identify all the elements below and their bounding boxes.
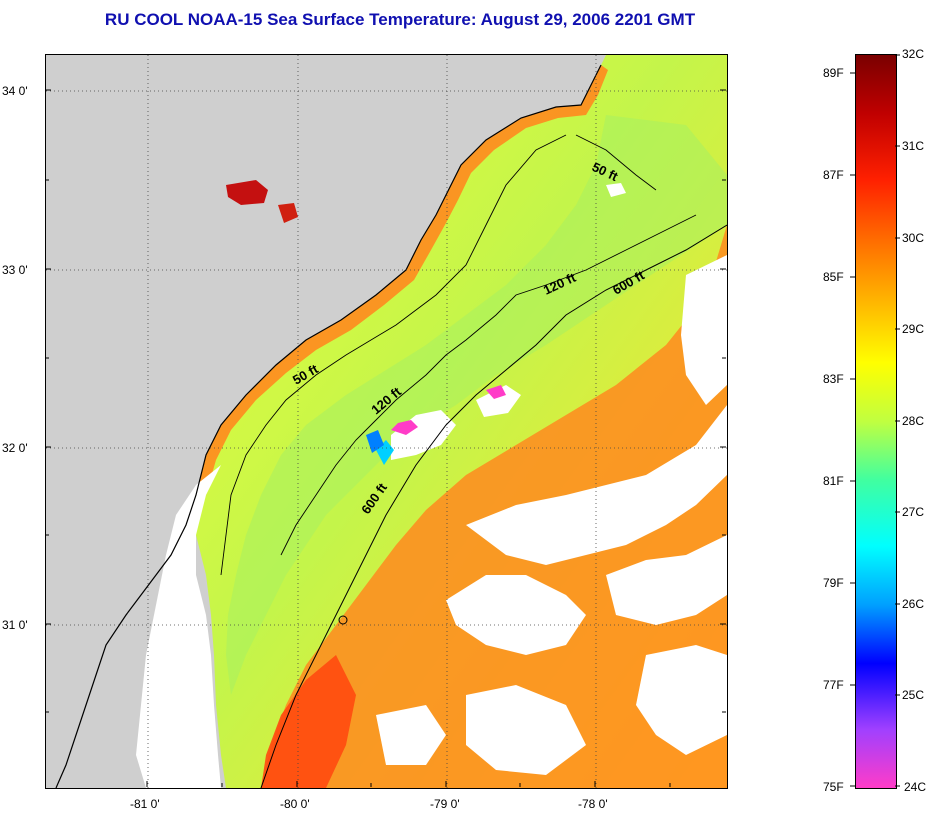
lon-label: -80 0' xyxy=(280,797,310,811)
contour-120ft xyxy=(280,214,697,556)
sst-map-canvas: 50 ft 50 ft 120 ft 120 ft 600 ft 600 ft xyxy=(46,55,727,788)
lon-label: -81 0' xyxy=(130,797,160,811)
gridlines xyxy=(46,55,727,788)
temperature-colorbar xyxy=(855,54,897,789)
colorbar-fahrenheit-label: 89F xyxy=(823,66,844,80)
colorbar-celsius-label: 30C xyxy=(902,231,925,245)
inland-hot-spot xyxy=(278,203,298,223)
lat-label: 34 0' xyxy=(2,84,28,98)
coastline xyxy=(55,64,602,788)
inland-hot-spot xyxy=(226,180,268,205)
gulf-stream-warm-water xyxy=(261,225,727,788)
colorbar-celsius-label: 29C xyxy=(902,322,925,336)
contour-50ft xyxy=(220,134,657,576)
lon-label: -78 0' xyxy=(578,797,608,811)
colorbar-fahrenheit-label: 75F xyxy=(823,780,844,794)
map-title: RU COOL NOAA-15 Sea Surface Temperature:… xyxy=(104,10,696,29)
lat-label: 33 0' xyxy=(2,263,28,277)
contour-600ft xyxy=(260,224,727,788)
lat-label: 32 0' xyxy=(2,441,28,455)
colorbar-celsius-label: 31C xyxy=(902,139,925,153)
gulf-stream-core xyxy=(261,655,356,788)
colorbar-celsius-label: 28C xyxy=(902,414,925,428)
coastal-warm-band xyxy=(196,65,608,495)
colorbar-fahrenheit-label: 85F xyxy=(823,270,844,284)
lon-label: -79 0' xyxy=(430,797,460,811)
lat-label: 31 0' xyxy=(2,618,28,632)
sst-map: 50 ft 50 ft 120 ft 120 ft 600 ft 600 ft xyxy=(45,54,728,789)
shelf-cool-water xyxy=(226,115,727,695)
station-marker xyxy=(338,615,348,625)
colorbar-celsius-label: 26C xyxy=(902,597,925,611)
cloud-cover xyxy=(136,183,727,788)
colorbar-celsius-label: 25C xyxy=(902,688,925,702)
colorbar-fahrenheit-label: 79F xyxy=(823,576,844,590)
colorbar-celsius-label: 24C xyxy=(904,780,927,794)
colorbar-celsius-label: 27C xyxy=(902,505,925,519)
colorbar-celsius-label: 32C xyxy=(902,47,925,61)
cold-water-patches xyxy=(366,385,506,465)
colorbar-fahrenheit-label: 83F xyxy=(823,372,844,386)
colorbar-fahrenheit-label: 77F xyxy=(823,678,844,692)
colorbar-fahrenheit-label: 81F xyxy=(823,474,844,488)
colorbar-fahrenheit-label: 87F xyxy=(823,168,844,182)
